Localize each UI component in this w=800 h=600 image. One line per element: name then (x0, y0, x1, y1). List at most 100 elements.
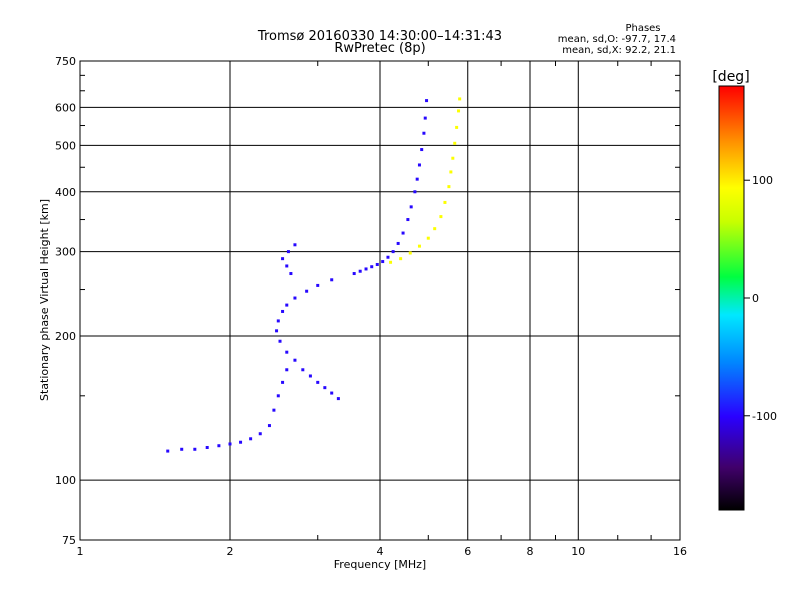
trace-point-o (305, 289, 309, 293)
trace-point-x (443, 200, 447, 204)
trace-point-o (276, 394, 280, 398)
trace-point-o (285, 303, 289, 307)
trace-point-x (389, 260, 393, 264)
trace-point-o (267, 424, 271, 428)
x-tick-label: 8 (527, 545, 534, 558)
trace-point-o (278, 339, 282, 343)
trace-point-o (396, 241, 400, 245)
chart-title: Tromsø 20160330 14:30:00–14:31:43 (257, 29, 502, 44)
x-tick-label: 4 (377, 545, 384, 558)
colorbar-tick-label: -100 (752, 410, 777, 423)
y-tick-label: 100 (55, 474, 76, 487)
y-axis-ticks: 75 100 200 300 400 500 600 750 (55, 55, 680, 547)
trace-point-o (423, 116, 427, 120)
trace-point-o (272, 408, 276, 412)
y-tick-label: 500 (55, 139, 76, 152)
trace-point-o (286, 250, 290, 254)
grid-lines (80, 61, 680, 540)
trace-point-x (457, 109, 461, 113)
y-tick-label: 400 (55, 186, 76, 199)
trace-point-o (281, 309, 285, 313)
trace-point-o (228, 442, 232, 446)
trace-point-x (433, 227, 437, 231)
trace-point-o (258, 432, 262, 436)
x-tick-label: 2 (227, 545, 234, 558)
trace-point-o (301, 368, 305, 372)
trace-point-o (285, 350, 289, 354)
data-points (166, 97, 462, 453)
trace-point-o (316, 380, 320, 384)
trace-point-x (439, 215, 443, 219)
colorbar (718, 85, 745, 511)
y-tick-label: 75 (62, 534, 76, 547)
colorbar-label: [deg] (712, 69, 749, 85)
trace-point-x (447, 185, 451, 189)
trace-point-o (323, 386, 327, 390)
trace-point-o (330, 278, 334, 282)
trace-point-o (417, 163, 421, 167)
trace-point-o (308, 374, 312, 378)
trace-point-o (217, 444, 221, 448)
y-tick-label: 200 (55, 330, 76, 343)
chart-subtitle: RwPretec (8p) (334, 41, 425, 56)
trace-point-o (381, 260, 385, 264)
trace-point-o (205, 445, 209, 449)
trace-point-o (289, 272, 293, 276)
trace-point-o (386, 255, 390, 259)
phase-o-stats: mean, sd,O: -97.7, 17.4 (558, 34, 676, 45)
trace-point-o (406, 218, 410, 222)
trace-point-o (413, 190, 417, 194)
phases-heading: Phases (625, 23, 660, 34)
trace-point-o (249, 437, 253, 441)
trace-point-x (458, 97, 462, 101)
phase-x-stats: mean, sd,X: 92.2, 21.1 (562, 45, 676, 56)
trace-point-o (293, 296, 297, 300)
trace-point-o (293, 243, 297, 247)
trace-point-o (370, 265, 374, 269)
trace-point-x (451, 156, 455, 160)
trace-point-x (408, 251, 412, 255)
trace-point-o (420, 148, 424, 152)
trace-point-x (449, 170, 453, 174)
trace-point-o (281, 257, 285, 261)
x-axis-ticks: 1 2 4 6 8 10 16 (77, 61, 687, 558)
trace-point-o (391, 250, 395, 254)
x-tick-label: 10 (571, 545, 585, 558)
trace-point-o (275, 329, 279, 333)
trace-point-o (316, 283, 320, 287)
trace-point-o (422, 131, 426, 135)
y-axis-label: Stationary phase Virtual Height [km] (38, 199, 51, 401)
trace-point-o (276, 319, 280, 323)
trace-point-o (285, 368, 289, 372)
trace-point-o (336, 397, 340, 401)
trace-point-o (293, 358, 297, 362)
colorbar-tick-label: 0 (752, 292, 759, 305)
trace-point-o (401, 231, 405, 235)
trace-point-o (425, 99, 429, 103)
trace-point-o (239, 440, 243, 444)
trace-point-x (455, 125, 459, 129)
y-tick-label: 600 (55, 101, 76, 114)
trace-point-o (352, 272, 356, 276)
trace-point-x (399, 257, 403, 261)
trace-point-o (364, 267, 368, 271)
x-tick-label: 1 (77, 545, 84, 558)
trace-point-o (358, 269, 362, 273)
trace-point-o (409, 205, 413, 209)
y-tick-label: 300 (55, 246, 76, 259)
trace-point-o (180, 447, 184, 451)
trace-point-o (415, 177, 419, 181)
trace-point-o (375, 262, 379, 266)
x-tick-label: 6 (464, 545, 471, 558)
trace-point-x (417, 244, 421, 248)
colorbar-tick-label: 100 (752, 174, 773, 187)
trace-point-o (193, 447, 197, 451)
colorbar-ticks: 100 0 -100 (744, 174, 777, 423)
trace-point-x (426, 236, 430, 240)
trace-point-o (330, 391, 334, 395)
y-tick-label: 750 (55, 55, 76, 68)
x-tick-label: 16 (673, 545, 687, 558)
trace-point-o (285, 264, 289, 268)
trace-point-o (281, 380, 285, 384)
